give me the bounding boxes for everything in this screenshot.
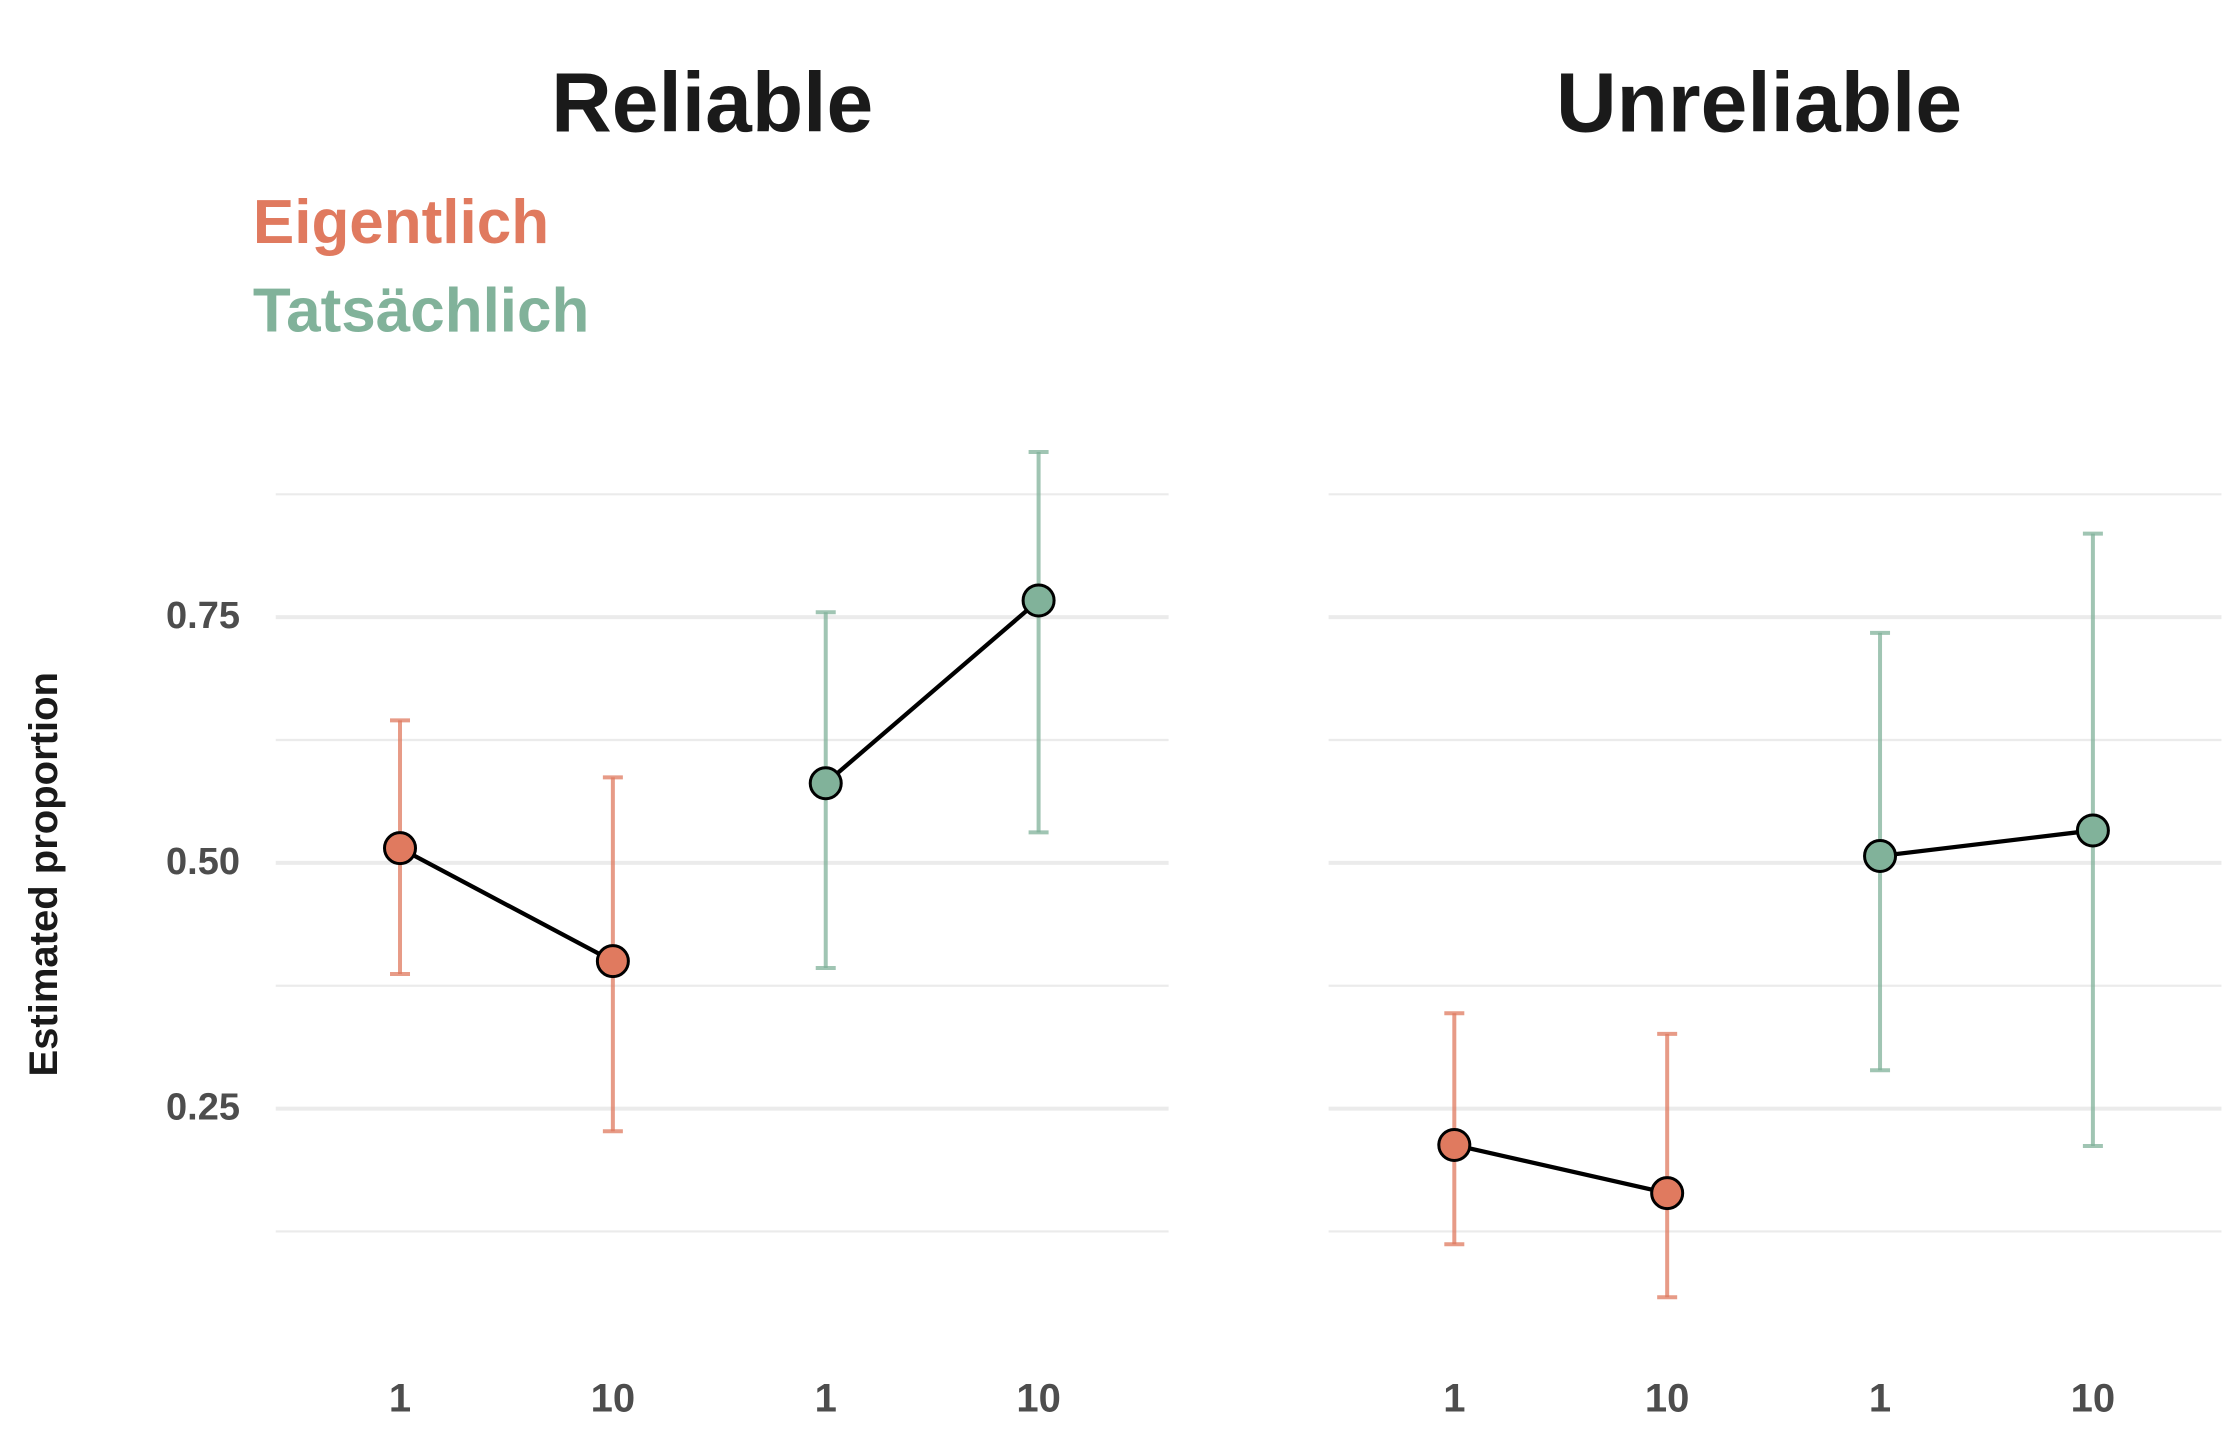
x-tick-label: 10 [2071,1376,2116,1420]
data-point [2075,813,2110,848]
connecting-line [1453,1142,1668,1196]
data-point [1021,583,1056,618]
x-tick-label: 1 [815,1376,837,1420]
x-tick-label: 1 [1443,1376,1465,1420]
data-point [1650,1176,1685,1211]
panel-title: Reliable [551,55,873,149]
connecting-line [398,846,614,964]
y-tick-label: 0.75 [166,595,240,637]
legend-label: Eigentlich [253,188,549,257]
data-point [595,944,630,979]
connecting-line [824,598,1040,785]
x-tick-label: 10 [1645,1376,1690,1420]
x-tick-label: 1 [1869,1376,1891,1420]
data-point [808,766,843,801]
data-point [1437,1127,1472,1162]
panel-title: Unreliable [1556,55,1962,149]
y-axis-label: Estimated proportion [22,672,66,1076]
data-point [1863,838,1898,873]
x-tick-label: 10 [1016,1376,1061,1420]
legend-label: Tatsächlich [253,276,590,345]
x-tick-label: 10 [591,1376,636,1420]
x-tick-label: 1 [389,1376,411,1420]
data-point [383,831,418,866]
y-tick-label: 0.50 [166,841,240,883]
connecting-line [1879,828,2094,859]
y-tick-label: 0.25 [166,1087,240,1129]
